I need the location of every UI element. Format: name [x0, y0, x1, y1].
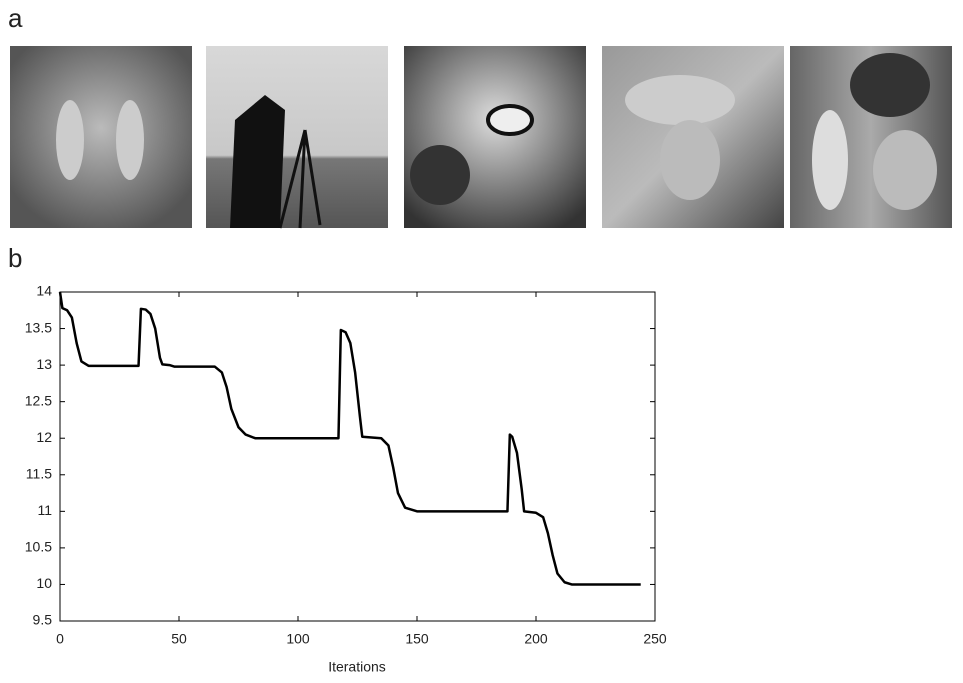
image-detail [488, 106, 532, 134]
image-detail [812, 110, 848, 210]
x-tick-label: 100 [286, 631, 310, 647]
plot-frame [60, 292, 655, 621]
x-tick-label: 200 [524, 631, 548, 647]
y-tick-label: 9.5 [33, 612, 53, 628]
image-row [10, 46, 952, 228]
data-line [60, 292, 641, 584]
y-tick-label: 10 [36, 575, 52, 591]
y-tick-label: 12 [36, 429, 52, 445]
panel-label: a [8, 3, 23, 33]
image-detail [56, 100, 84, 180]
y-tick-label: 10.5 [25, 539, 52, 555]
y-tick-label: 13 [36, 356, 52, 372]
image-detail [850, 53, 930, 117]
x-tick-label: 0 [56, 631, 64, 647]
x-tick-label: 50 [171, 631, 187, 647]
x-tick-label: 150 [405, 631, 429, 647]
image-detail [660, 120, 720, 200]
image-baboon [10, 46, 192, 228]
y-tick-label: 13.5 [25, 319, 52, 335]
y-tick-label: 11.5 [26, 465, 52, 481]
y-tick-label: 11 [37, 502, 52, 518]
image-detail [625, 75, 735, 125]
x-tick-label: 250 [643, 631, 667, 647]
y-tick-label: 12.5 [25, 392, 52, 408]
panel-label: b [8, 243, 22, 273]
y-tick-label: 14 [36, 283, 52, 299]
image-detail [410, 145, 470, 205]
image-detail [116, 100, 144, 180]
x-axis-label: Iterations [328, 659, 386, 675]
image-detail [873, 130, 937, 210]
figure: a b Iterations 9.5 10 10.5 11 11.5 12 12.5 13 13… [0, 0, 963, 678]
